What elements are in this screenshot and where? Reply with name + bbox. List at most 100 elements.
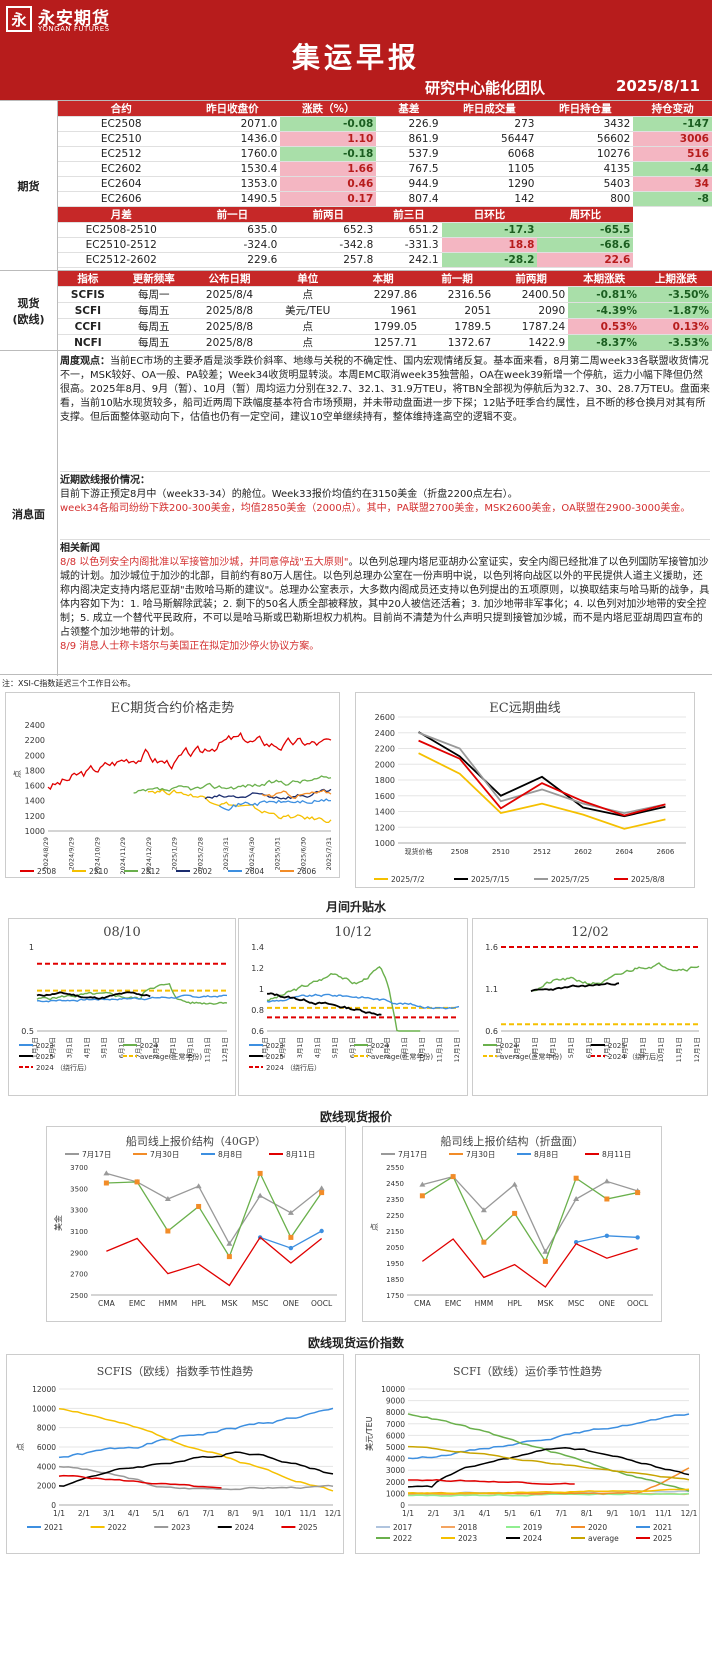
data-point: [604, 1196, 610, 1202]
spread-cell: 242.1: [376, 252, 442, 268]
y-tick-label: 1000: [386, 1489, 405, 1498]
x-tick-label: 2月1日: [513, 1037, 521, 1058]
x-tick-label: MSK: [537, 1299, 554, 1308]
data-point: [319, 1190, 325, 1196]
spot-cell: 点: [269, 334, 347, 351]
report-date: 2025/8/11: [615, 77, 700, 95]
spot-cell: 1799.05: [346, 318, 421, 335]
legend-label: 2023: [171, 1523, 190, 1532]
legend-label: 2024 （绕行后）: [608, 1052, 663, 1061]
spot-cell: CCFI: [58, 318, 118, 335]
data-point: [226, 1240, 233, 1246]
y-tick-label: 1600: [25, 782, 45, 791]
data-point: [103, 1180, 109, 1186]
legend-label: 2024: [235, 1523, 254, 1532]
spread-series: [36, 982, 228, 1005]
futures-cell: EC2512: [58, 146, 185, 162]
x-tick-label: 6月1日: [117, 1037, 125, 1058]
y-tick-label: 2700: [70, 1271, 88, 1279]
seasonal-series: [407, 1447, 690, 1488]
chart-title: SCFI（欧线）运价季节性趋势: [453, 1365, 602, 1378]
legend-label: 2024: [523, 1534, 542, 1543]
spot-cell: 2400.50: [494, 286, 569, 303]
x-tick-label: 9/1: [252, 1509, 264, 1518]
futures-cell: 944.9: [376, 176, 442, 192]
spot-cell: 美元/TEU: [269, 302, 347, 319]
x-tick-label: 2024/9/29: [68, 837, 76, 870]
ec-curve-plot: 2600 2400 2200 2000 1800 1600 1400 1200 1000 现货价格…: [374, 713, 686, 884]
futures-header-1: 昨日收盘价: [184, 101, 281, 117]
legend-label: 2508: [37, 867, 56, 876]
data-point: [603, 1178, 610, 1184]
x-tick-label: 11月1日: [436, 1037, 444, 1062]
data-point: [257, 1192, 264, 1198]
futures-row: EC2602 1530.4 1.66 767.5 1105 4135 -44: [58, 161, 712, 177]
y-tick-label: 1.4: [251, 943, 264, 952]
spread-series: [266, 966, 421, 1032]
footnote: 注：XSI-C指数延迟三个工作日公布。: [2, 679, 136, 688]
chart-title: EC期货合约价格走势: [110, 701, 235, 716]
x-tick-label: 2/1: [78, 1509, 90, 1518]
x-tick-label: 5月1日: [567, 1037, 575, 1058]
y-axis-label: 美金: [53, 1215, 63, 1231]
spot-cell: 2297.86: [346, 286, 421, 303]
data-point: [480, 1207, 487, 1213]
scfi-plot: 1000090008000700060005000400030002000100…: [364, 1385, 698, 1543]
x-tick-label: OOCL: [627, 1299, 649, 1308]
y-tick-label: 1: [29, 943, 34, 952]
x-tick-label: 1/1: [402, 1509, 414, 1518]
x-tick-label: CMA: [414, 1299, 432, 1308]
legend-label: 2512: [141, 867, 160, 876]
futures-cell: -147: [633, 116, 712, 132]
x-tick-label: 11/1: [300, 1509, 317, 1518]
spread-cell: 22.6: [537, 252, 634, 268]
x-tick-label: 7月1日: [603, 1037, 611, 1058]
quote-series-8月11日: [106, 1236, 323, 1287]
y-tick-label: 8000: [37, 1424, 56, 1433]
ec-curve-series-2025/7/2: [418, 752, 666, 830]
ec-price-series-2510: [147, 788, 332, 824]
legend-label: 2606: [297, 867, 316, 876]
y-tick-label: 2250: [386, 1212, 404, 1220]
futures-cell: 537.9: [376, 146, 442, 162]
spot-header-8: 上期涨跌: [640, 271, 712, 287]
weekly-view: 周度观点：当前EC市场的主要矛盾是淡季跌价斜率、地缘与关税的不确定性、国内宏观情…: [60, 355, 710, 425]
x-tick-label: 2月1日: [278, 1037, 286, 1058]
legend-label: 2022: [393, 1534, 412, 1543]
spread-cell: 229.6: [184, 252, 281, 268]
futures-cell: 34: [633, 176, 712, 192]
chart-title: SCFIS（欧线）指数季节性趋势: [96, 1365, 254, 1378]
spot-cell: 1787.24: [494, 318, 569, 335]
ec-curve-series-2025/8/8: [418, 739, 666, 817]
logo-name: 永安期货: [38, 9, 110, 29]
spot-header-6: 前两期: [494, 271, 569, 287]
y-tick-label: 1400: [375, 808, 395, 817]
futures-cell: 56447: [441, 131, 538, 147]
spread-row: EC2512-2602 229.6 257.8 242.1 -28.2 22.6: [58, 252, 712, 268]
data-point: [164, 1196, 171, 1201]
legend-label: 2025: [608, 1042, 626, 1050]
data-point: [573, 1240, 579, 1245]
y-tick-label: 2350: [386, 1196, 404, 1204]
seasonal-series: [407, 1479, 575, 1486]
spread-series: [530, 982, 620, 993]
y-tick-label: 6000: [37, 1443, 56, 1452]
data-point: [481, 1239, 487, 1245]
x-tick-label: 3/1: [453, 1509, 465, 1518]
x-tick-label: MSK: [221, 1299, 238, 1308]
y-tick-label: 1200: [375, 823, 395, 832]
x-tick-label: HMM: [159, 1299, 178, 1308]
quote-40gp-plot: 3700 3500 3300 3100 2900 2700 2500 CMA EMC HMM HPL…: [53, 1150, 337, 1308]
legend-label: average: [588, 1534, 619, 1543]
y-tick-label: 2400: [375, 729, 395, 738]
x-tick-label: 5月1日: [331, 1037, 339, 1058]
legend-label: average(正常年份): [371, 1052, 433, 1061]
futures-cell: 4135: [537, 161, 634, 177]
futures-header-3: 基差: [376, 101, 442, 117]
legend-label: 2024: [371, 1042, 389, 1050]
quote-40gp-chart: 船司线上报价结构（40GP） 3700 3500 3300 3100 2900 2700 2…: [46, 1126, 346, 1322]
quote-series-7月30日: [106, 1171, 323, 1259]
futures-cell: EC2602: [58, 161, 185, 177]
futures-cell: -0.08: [280, 116, 377, 132]
spot-cell: 2025/8/8: [189, 334, 270, 351]
